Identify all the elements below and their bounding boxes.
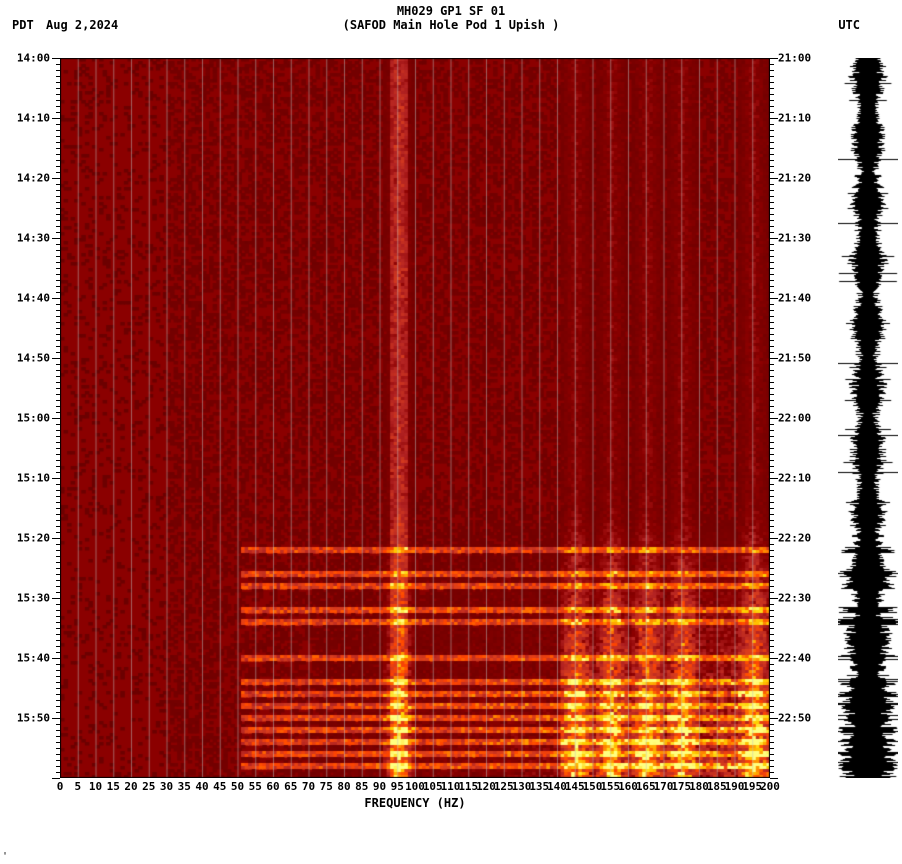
x-tick-label: 60 <box>266 780 279 793</box>
x-tick-label: 5 <box>74 780 81 793</box>
x-tick-label: 10 <box>89 780 102 793</box>
y-left-tick-label: 15:20 <box>17 532 50 545</box>
x-tick-label: 15 <box>107 780 120 793</box>
y-right-tick-label: 21:20 <box>778 172 811 185</box>
y-right-tick-label: 22:40 <box>778 652 811 665</box>
y-right-tick-label: 22:10 <box>778 472 811 485</box>
y-right-tick-label: 22:50 <box>778 712 811 725</box>
y-right-tick-label: 21:40 <box>778 292 811 305</box>
header: MH029 GP1 SF 01 (SAFOD Main Hole Pod 1 U… <box>0 0 902 40</box>
y-axis-left-labels: 14:0014:1014:2014:3014:4014:5015:0015:10… <box>0 58 58 778</box>
waveform-plot <box>838 58 898 778</box>
y-left-tick-label: 14:20 <box>17 172 50 185</box>
x-axis-title: FREQUENCY (HZ) <box>60 796 770 810</box>
y-left-tick-label: 15:50 <box>17 712 50 725</box>
x-tick-label: 65 <box>284 780 297 793</box>
y-left-tick-label: 15:40 <box>17 652 50 665</box>
y-left-tick-label: 14:10 <box>17 112 50 125</box>
y-left-tick-label: 14:30 <box>17 232 50 245</box>
x-tick-label: 75 <box>320 780 333 793</box>
y-axis-right-labels: 21:0021:1021:2021:3021:4021:5022:0022:10… <box>770 58 830 778</box>
x-tick-label: 0 <box>57 780 64 793</box>
x-tick-label: 30 <box>160 780 173 793</box>
x-tick-label: 70 <box>302 780 315 793</box>
x-tick-label: 55 <box>249 780 262 793</box>
date: Aug 2,2024 <box>46 18 118 32</box>
y-right-tick-label: 21:30 <box>778 232 811 245</box>
y-left-tick-label: 14:50 <box>17 352 50 365</box>
y-left-tick-label: 15:00 <box>17 412 50 425</box>
y-right-tick-label: 22:00 <box>778 412 811 425</box>
spectrogram-canvas <box>60 58 770 778</box>
y-right-tick-label: 21:50 <box>778 352 811 365</box>
x-tick-label: 35 <box>178 780 191 793</box>
x-tick-label: 25 <box>142 780 155 793</box>
x-tick-label: 95 <box>391 780 404 793</box>
y-right-tick-label: 21:10 <box>778 112 811 125</box>
x-tick-label: 50 <box>231 780 244 793</box>
y-left-tick-label: 15:10 <box>17 472 50 485</box>
x-tick-label: 200 <box>760 780 780 793</box>
footer-mark: ' <box>2 851 8 862</box>
timezone-right: UTC <box>838 18 860 32</box>
y-right-tick-label: 21:00 <box>778 52 811 65</box>
y-left-tick-label: 14:40 <box>17 292 50 305</box>
timezone-left: PDT <box>12 18 34 32</box>
x-tick-label: 40 <box>195 780 208 793</box>
y-left-tick-label: 15:30 <box>17 592 50 605</box>
y-right-tick-label: 22:30 <box>778 592 811 605</box>
spectrogram-plot <box>60 58 770 778</box>
y-left-tick-label: 14:00 <box>17 52 50 65</box>
x-tick-label: 20 <box>124 780 137 793</box>
x-tick-label: 90 <box>373 780 386 793</box>
y-right-tick-label: 22:20 <box>778 532 811 545</box>
x-tick-label: 85 <box>355 780 368 793</box>
title-line-1: MH029 GP1 SF 01 <box>0 4 902 18</box>
waveform-canvas <box>838 58 898 778</box>
title-line-2: (SAFOD Main Hole Pod 1 Upish ) <box>0 18 902 32</box>
x-tick-label: 45 <box>213 780 226 793</box>
x-tick-label: 80 <box>337 780 350 793</box>
